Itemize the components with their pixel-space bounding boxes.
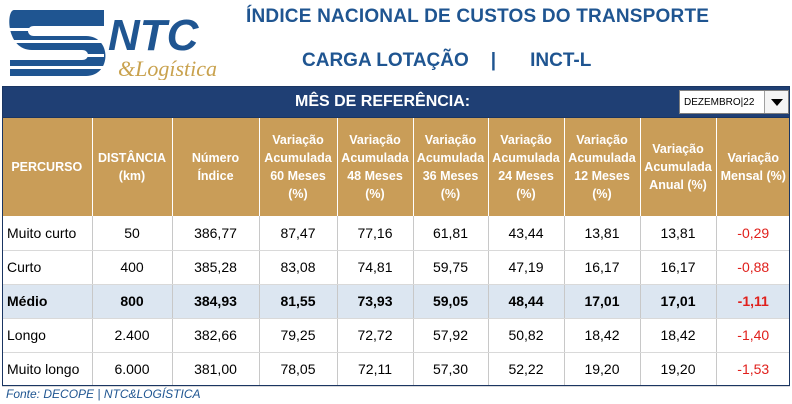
ntc-logo-subtext: &Logística bbox=[118, 56, 217, 80]
route-cell: Muito curto bbox=[2, 216, 93, 251]
value-cell: 18,42 bbox=[640, 318, 717, 353]
value-cell: 43,44 bbox=[488, 216, 565, 251]
column-header: Variação Mensal (%) bbox=[716, 118, 790, 216]
page-title: ÍNDICE NACIONAL DE CUSTOS DO TRANSPORTE bbox=[246, 6, 710, 27]
value-cell: 800 bbox=[92, 284, 173, 319]
value-cell: -0,88 bbox=[716, 250, 790, 285]
ntc-logo-mark bbox=[8, 10, 106, 76]
value-cell: 57,30 bbox=[413, 352, 489, 387]
ntc-logo-text: NTC bbox=[108, 11, 200, 60]
subtitle-left: CARGA LOTAÇÃO bbox=[302, 50, 469, 71]
column-header: Variação Acumulada Anual (%) bbox=[640, 118, 717, 216]
table-row: Muito longo 6.000 381,00 78,05 72,11 57,30 52,… bbox=[2, 352, 790, 387]
value-cell: 2.400 bbox=[92, 318, 173, 353]
value-cell: 50,82 bbox=[488, 318, 565, 353]
value-cell: 19,20 bbox=[564, 352, 641, 387]
index-table: PERCURSO DISTÂNCIA (km) Número Índice Varia… bbox=[2, 118, 790, 387]
subtitle-separator: | bbox=[490, 50, 497, 71]
value-cell: -1,11 bbox=[716, 284, 790, 319]
page-subtitle: CARGA LOTAÇÃO | INCT-L bbox=[302, 50, 591, 72]
value-cell: 61,81 bbox=[413, 216, 489, 251]
value-cell: 73,93 bbox=[337, 284, 414, 319]
value-cell: 17,01 bbox=[564, 284, 641, 319]
value-cell: 57,92 bbox=[413, 318, 489, 353]
value-cell: -0,29 bbox=[716, 216, 790, 251]
value-cell: 17,01 bbox=[640, 284, 717, 319]
table-row: Médio 800 384,93 81,55 73,93 59,05 48,44 17,01 1… bbox=[2, 284, 790, 319]
value-cell: 59,75 bbox=[413, 250, 489, 285]
table-header-row: PERCURSO DISTÂNCIA (km) Número Índice Varia… bbox=[2, 118, 790, 216]
table-row: Longo 2.400 382,66 79,25 72,72 57,92 50,82 18,4… bbox=[2, 318, 790, 353]
value-cell: 87,47 bbox=[259, 216, 338, 251]
value-cell: 48,44 bbox=[488, 284, 565, 319]
value-cell: 13,81 bbox=[564, 216, 641, 251]
value-cell: 19,20 bbox=[640, 352, 717, 387]
column-header: Variação Acumulada 48 Meses (%) bbox=[337, 118, 414, 216]
value-cell: 72,11 bbox=[337, 352, 414, 387]
value-cell: 382,66 bbox=[172, 318, 260, 353]
route-cell: Muito longo bbox=[2, 352, 93, 387]
value-cell: 385,28 bbox=[172, 250, 260, 285]
value-cell: 79,25 bbox=[259, 318, 338, 353]
table-row: Curto 400 385,28 83,08 74,81 59,75 47,19 16,17 1… bbox=[2, 250, 790, 285]
route-cell: Curto bbox=[2, 250, 93, 285]
value-cell: 52,22 bbox=[488, 352, 565, 387]
value-cell: 6.000 bbox=[92, 352, 173, 387]
value-cell: -1,53 bbox=[716, 352, 790, 387]
value-cell: 74,81 bbox=[337, 250, 414, 285]
column-header: Número Índice bbox=[172, 118, 260, 216]
source-note: Fonte: DECOPE | NTC&LOGÍSTICA bbox=[6, 387, 201, 401]
subtitle-right: INCT-L bbox=[530, 50, 592, 71]
route-cell: Longo bbox=[2, 318, 93, 353]
column-header: Variação Acumulada 24 Meses (%) bbox=[488, 118, 565, 216]
value-cell: 59,05 bbox=[413, 284, 489, 319]
value-cell: 13,81 bbox=[640, 216, 717, 251]
reference-bar: MÊS DE REFERÊNCIA: DEZEMBRO|22 bbox=[2, 86, 790, 118]
value-cell: 386,77 bbox=[172, 216, 260, 251]
value-cell: 81,55 bbox=[259, 284, 338, 319]
dropdown-arrow-icon[interactable] bbox=[764, 91, 788, 113]
value-cell: 381,00 bbox=[172, 352, 260, 387]
value-cell: 72,72 bbox=[337, 318, 414, 353]
reference-month-value: DEZEMBRO|22 bbox=[684, 96, 755, 108]
value-cell: 77,16 bbox=[337, 216, 414, 251]
value-cell: 78,05 bbox=[259, 352, 338, 387]
value-cell: 47,19 bbox=[488, 250, 565, 285]
column-header: PERCURSO bbox=[2, 118, 93, 216]
table-row: Muito curto 50 386,77 87,47 77,16 61,81 43,44 1… bbox=[2, 216, 790, 251]
value-cell: 18,42 bbox=[564, 318, 641, 353]
reference-month-select[interactable]: DEZEMBRO|22 bbox=[679, 90, 789, 114]
column-header: Variação Acumulada 12 Meses (%) bbox=[564, 118, 641, 216]
value-cell: -1,40 bbox=[716, 318, 790, 353]
ntc-logo: NTC &Logística bbox=[8, 10, 217, 80]
column-header: Variação Acumulada 36 Meses (%) bbox=[413, 118, 489, 216]
route-cell: Médio bbox=[2, 284, 93, 319]
column-header: Variação Acumulada 60 Meses (%) bbox=[259, 118, 338, 216]
value-cell: 384,93 bbox=[172, 284, 260, 319]
value-cell: 83,08 bbox=[259, 250, 338, 285]
column-header: DISTÂNCIA (km) bbox=[92, 118, 173, 216]
reference-label: MÊS DE REFERÊNCIA: bbox=[295, 93, 471, 110]
value-cell: 400 bbox=[92, 250, 173, 285]
value-cell: 16,17 bbox=[640, 250, 717, 285]
value-cell: 50 bbox=[92, 216, 173, 251]
value-cell: 16,17 bbox=[564, 250, 641, 285]
